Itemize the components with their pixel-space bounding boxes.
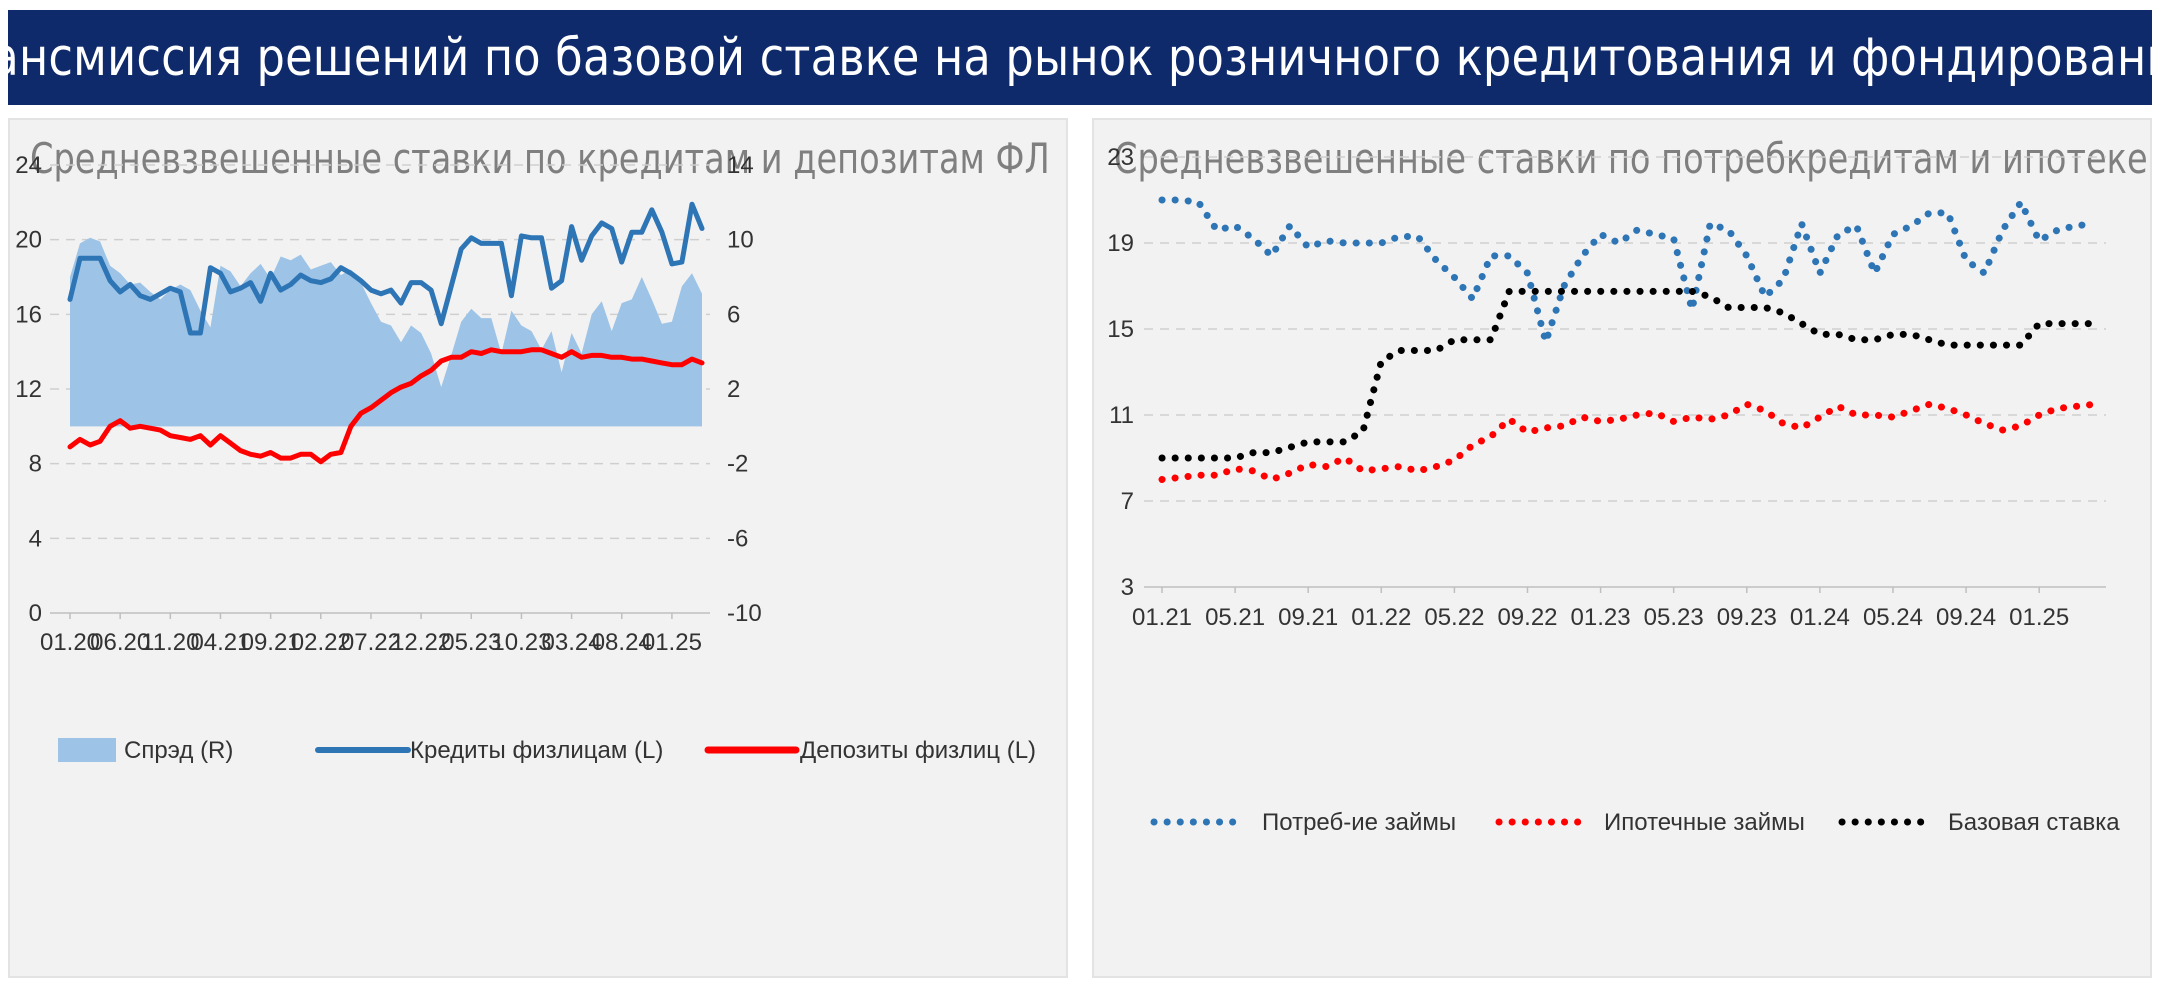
x-tick-label: 01.24 xyxy=(1790,604,1850,631)
y-right-tick-label: 14 xyxy=(727,152,754,179)
x-tick-label: 09.24 xyxy=(1936,604,1996,631)
y-tick-label: 15 xyxy=(1107,316,1134,343)
y-right-tick-label: -2 xyxy=(727,451,748,478)
chart-title: Средневзвешенные ставки по потребкредита… xyxy=(1114,134,2148,183)
chart-panel-consumer-mortgage: Средневзвешенные ставки по потребкредита… xyxy=(1092,118,2152,978)
y-tick-label: 7 xyxy=(1121,488,1134,515)
x-tick-label: 01.20 xyxy=(40,629,100,656)
x-tick-label: 09.23 xyxy=(1717,604,1777,631)
chart-consumer-mortgage: 3 7 11 15 19 23 01.21 05.21 09.21 01.22 05.22 09.22… xyxy=(1107,144,2120,836)
x-tick-label: 09.22 xyxy=(1497,604,1557,631)
x-tick-label: 12.22 xyxy=(391,629,451,656)
x-tick-label: 01.22 xyxy=(1351,604,1411,631)
y-left-tick-label: 16 xyxy=(15,301,42,328)
series-consumer-loans xyxy=(1158,196,2098,346)
y-tick-label: 3 xyxy=(1121,574,1134,601)
x-tick-label: 05.24 xyxy=(1863,604,1923,631)
series-key-rate xyxy=(1158,287,2098,462)
x-tick-label: 09.21 xyxy=(1278,604,1338,631)
series-deposit-line xyxy=(67,347,705,465)
series-credit-line xyxy=(67,201,705,336)
legend-consumer-label: Потреб-ие займы xyxy=(1262,809,1456,836)
legend-label-credit: Кредиты физлицам (L) xyxy=(410,737,663,764)
legend-label-spread: Спрэд (R) xyxy=(124,737,233,764)
y-tick-label: 11 xyxy=(1109,402,1134,429)
x-tick-label: 05.23 xyxy=(441,629,501,656)
y-left-tick-label: 12 xyxy=(15,376,42,403)
y-tick-label: 19 xyxy=(1107,230,1134,257)
y-right-tick-label: -6 xyxy=(727,525,748,552)
x-tick-label: 05.23 xyxy=(1644,604,1704,631)
legend-key-rate-label: Базовая ставка xyxy=(1948,809,2120,836)
x-tick-label: 03.24 xyxy=(542,629,602,656)
y-left-tick-label: 8 xyxy=(29,451,42,478)
x-tick-label: 01.23 xyxy=(1571,604,1631,631)
chart-title: Средневзвешенные ставки по кредитам и де… xyxy=(30,134,1050,183)
x-tick-label: 04.21 xyxy=(190,629,250,656)
x-tick-label: 10.23 xyxy=(491,629,551,656)
x-tick-label: 09.21 xyxy=(241,629,301,656)
x-tick-label: 01.21 xyxy=(1132,604,1192,631)
y-right-tick-label: 10 xyxy=(727,227,754,254)
chart-panel-loans-deposits: Средневзвешенные ставки по кредитам и де… xyxy=(8,118,1068,978)
x-tick-label: 07.22 xyxy=(341,629,401,656)
y-left-tick-label: 0 xyxy=(29,600,42,627)
legend-label-deposit: Депозиты физлиц (L) xyxy=(800,737,1036,764)
y-right-tick-label: 6 xyxy=(727,301,740,328)
y-left-tick-label: 24 xyxy=(15,152,42,179)
x-tick-label: 01.25 xyxy=(2009,604,2069,631)
x-tick-label: 11.20 xyxy=(141,629,199,656)
legend-swatch-spread xyxy=(58,738,116,762)
y-left-tick-label: 20 xyxy=(15,227,42,254)
y-tick-label: 23 xyxy=(1107,144,1134,171)
y-right-tick-label: -10 xyxy=(727,600,762,627)
banner-title: Трансмиссия решений по базовой ставке на… xyxy=(0,27,2160,88)
x-tick-label: 08.24 xyxy=(592,629,652,656)
x-tick-label: 05.22 xyxy=(1424,604,1484,631)
x-tick-label: 02.22 xyxy=(291,629,351,656)
chart-loans-deposits: 04812162024-10-6-226101401.2006.2011.200… xyxy=(15,152,1036,764)
y-right-tick-label: 2 xyxy=(727,376,740,403)
legend-mortgage-label: Ипотечные займы xyxy=(1604,809,1805,836)
x-tick-label: 01.25 xyxy=(642,629,702,656)
banner: Трансмиссия решений по базовой ставке на… xyxy=(0,10,2160,105)
series-mortgage-loans xyxy=(1158,400,2098,483)
x-tick-label: 06.20 xyxy=(90,629,150,656)
y-left-tick-label: 4 xyxy=(29,525,42,552)
x-tick-label: 05.21 xyxy=(1205,604,1265,631)
